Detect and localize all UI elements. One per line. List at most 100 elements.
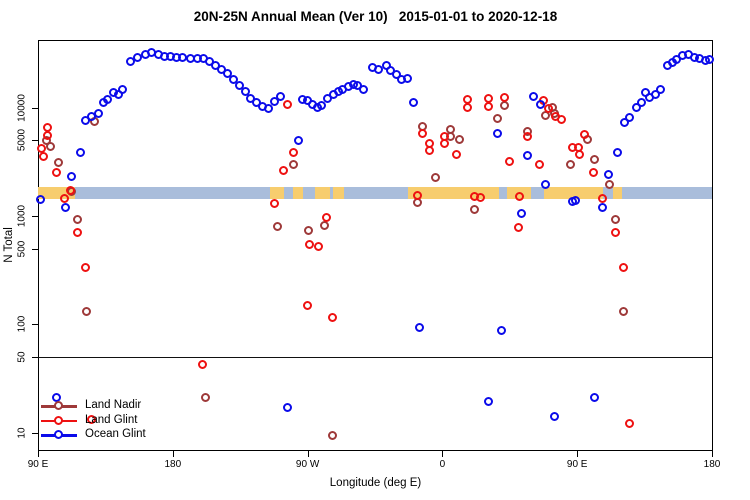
land-nadir-point (53, 157, 63, 167)
land-glint-point (522, 132, 532, 142)
y-axis-tick (32, 107, 38, 109)
land-glint-point (59, 193, 69, 203)
x-axis-tick (172, 451, 174, 457)
land-nadir-point (303, 225, 313, 235)
ocean-glint-point (590, 392, 600, 402)
ocean-glint-point (536, 100, 546, 110)
reference-line-50 (38, 356, 712, 359)
land-nadir-point (289, 160, 299, 169)
ocean-glint-point (528, 91, 538, 101)
land-glint-point (462, 95, 472, 104)
ocean-glint-point (492, 128, 502, 138)
land-glint-point (327, 312, 337, 322)
land-glint-point (618, 262, 628, 272)
ocean-glint-point (522, 150, 532, 160)
land-nadir-point (618, 306, 628, 316)
x-axis-tick (307, 451, 309, 457)
ocean-glint-point (705, 55, 715, 65)
land-glint-point (513, 222, 523, 232)
map-strip-land (544, 186, 603, 199)
ocean-glint-point (293, 136, 303, 146)
land-glint-point (278, 165, 288, 175)
legend-item-land-nadir: Land Nadir (41, 399, 191, 414)
land-glint-point (534, 160, 544, 169)
land-glint-point (597, 193, 607, 203)
ocean-glint-point (549, 411, 559, 421)
ocean-glint-point (125, 56, 135, 66)
x-axis-tick-label: 0 (439, 459, 446, 470)
land-glint-point (624, 418, 634, 428)
ocean-glint-point (414, 322, 424, 332)
land-glint-marker-icon (54, 415, 63, 425)
plot-area (38, 40, 713, 451)
land-nadir-point (46, 141, 56, 151)
y-axis-tick (32, 324, 38, 326)
ocean-glint-point (223, 69, 233, 79)
land-glint-point (269, 199, 279, 209)
ocean-glint-point (67, 171, 77, 181)
x-axis-tick-label: 90 E (566, 459, 588, 470)
ocean-glint-point (275, 91, 285, 101)
ocean-glint-point (317, 100, 327, 110)
land-glint-point (588, 167, 598, 177)
ocean-glint-point (483, 397, 493, 407)
ocean-glint-point (570, 195, 580, 205)
land-nadir-point (73, 214, 83, 224)
land-glint-point (500, 93, 510, 103)
chart-title: 20N-25N Annual Mean (Ver 10) 2015-01-01 … (193, 9, 558, 24)
y-axis-tick (32, 216, 38, 218)
land-glint-point (305, 239, 315, 249)
y-axis-tick-label: 50 (16, 351, 28, 363)
land-glint-point (289, 148, 299, 158)
ocean-glint-point (402, 74, 412, 84)
land-nadir-point (431, 172, 441, 182)
land-glint-point (476, 192, 486, 202)
ocean-glint-point (374, 65, 384, 75)
x-axis-tick-label: 180 (703, 459, 721, 470)
land-glint-point (73, 227, 83, 237)
land-glint-point (52, 167, 62, 177)
x-axis-tick (38, 451, 39, 457)
legend-label: Land Glint (85, 413, 138, 426)
land-glint-point (197, 360, 207, 369)
land-nadir-point (470, 204, 480, 214)
ocean-glint-point (597, 202, 607, 212)
y-axis-tick (32, 140, 38, 142)
land-glint-point (579, 129, 589, 139)
ocean-glint-point (94, 108, 104, 118)
land-nadir-point (82, 306, 92, 316)
x-axis-tick (577, 451, 579, 457)
land-glint-point (43, 130, 53, 140)
ocean-glint-marker-icon (54, 430, 63, 439)
ocean-glint-point (603, 170, 613, 180)
legend-label: Ocean Glint (85, 428, 146, 440)
x-axis-tick-label: 180 (164, 459, 182, 470)
map-strip-land (613, 186, 623, 199)
ocean-glint-point (636, 97, 646, 107)
map-strip-land (270, 186, 284, 199)
y-axis-tick-label: 1000 (16, 204, 28, 228)
ocean-glint-point (283, 402, 293, 412)
ocean-glint-point (76, 148, 86, 158)
legend: Land Nadir Land Glint Ocean Glint (41, 399, 191, 443)
land-nadir-point (590, 154, 600, 164)
land-nadir-point (605, 179, 615, 189)
ocean-glint-point (241, 86, 251, 96)
land-glint-point (86, 415, 96, 425)
y-axis-tick-label: 5000 (16, 129, 28, 152)
land-glint-point (543, 103, 553, 113)
y-axis-tick (32, 248, 38, 250)
land-glint-point (80, 262, 90, 272)
ocean-glint-point (612, 148, 622, 158)
ocean-glint-point (263, 103, 273, 113)
y-axis-tick-label: 500 (16, 240, 28, 258)
ocean-glint-point (35, 194, 45, 204)
x-axis-tick-label: 90 E (27, 459, 49, 470)
legend-label: Land Nadir (85, 399, 142, 411)
land-nadir-point (492, 114, 502, 124)
land-glint-point (38, 151, 48, 161)
land-glint-point (557, 115, 567, 125)
y-axis-tick-label: 100 (16, 315, 28, 333)
land-glint-point (462, 103, 472, 113)
